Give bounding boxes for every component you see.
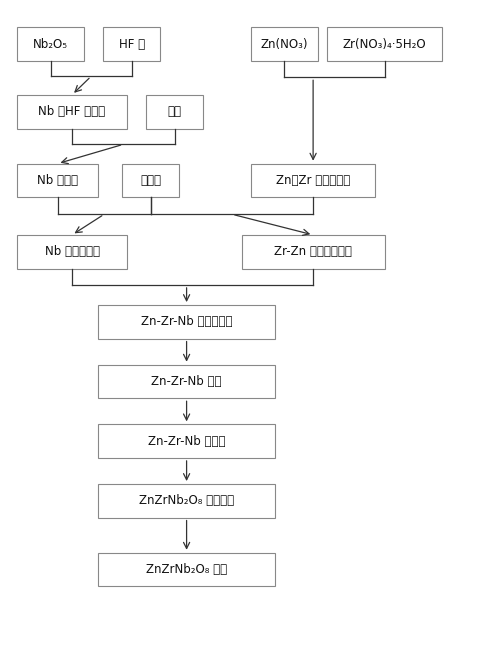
Text: Nb 柠檬酸溶液: Nb 柠檬酸溶液 [44, 245, 99, 258]
Bar [242, 235, 385, 269]
Bar [98, 365, 275, 398]
Text: ZnZrNb₂O₈ 纳米粉体: ZnZrNb₂O₈ 纳米粉体 [139, 494, 234, 508]
Bar [98, 305, 275, 339]
Bar [98, 424, 275, 458]
Bar [122, 164, 179, 198]
Bar [98, 553, 275, 587]
Text: Zn(NO₃): Zn(NO₃) [261, 38, 308, 51]
Text: 氨水: 氨水 [168, 105, 182, 118]
Bar [327, 27, 442, 61]
Bar [146, 95, 203, 129]
Text: Zn-Zr-Nb 前驱体溶液: Zn-Zr-Nb 前驱体溶液 [141, 315, 232, 328]
Text: Nb 酸沉淠: Nb 酸沉淠 [37, 174, 78, 187]
Text: ZnZrNb₂O₈ 陶瓷: ZnZrNb₂O₈ 陶瓷 [146, 563, 227, 576]
Bar [17, 27, 84, 61]
Text: Nb 的HF 酸溶液: Nb 的HF 酸溶液 [39, 105, 106, 118]
Text: Zr-Zn 的柠檬酸溶液: Zr-Zn 的柠檬酸溶液 [274, 245, 352, 258]
Bar [251, 164, 375, 198]
Bar [17, 235, 127, 269]
Text: HF 酸: HF 酸 [119, 38, 145, 51]
Text: Nb₂O₅: Nb₂O₅ [33, 38, 68, 51]
Text: Zr(NO₃)₄·5H₂O: Zr(NO₃)₄·5H₂O [343, 38, 426, 51]
Bar [103, 27, 160, 61]
Bar [98, 484, 275, 518]
Bar [251, 27, 318, 61]
Text: Zn，Zr 离子水溶液: Zn，Zr 离子水溶液 [276, 174, 350, 187]
Bar [17, 95, 127, 129]
Text: Zn-Zr-Nb 干凝胶: Zn-Zr-Nb 干凝胶 [148, 435, 226, 447]
Bar [17, 164, 98, 198]
Text: 柠檬酸: 柠檬酸 [140, 174, 161, 187]
Text: Zn-Zr-Nb 溶胶: Zn-Zr-Nb 溶胶 [151, 375, 222, 388]
